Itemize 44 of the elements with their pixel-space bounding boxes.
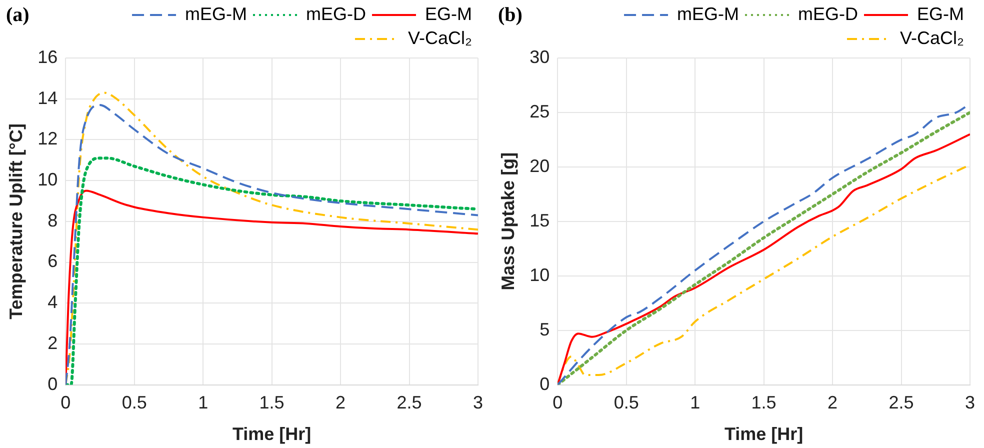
x-tick-label: 2.5 (396, 392, 422, 413)
y-tick-label: 25 (530, 101, 550, 122)
x-tick-label: 2 (828, 392, 838, 413)
x-tick-label: 3 (472, 392, 484, 413)
x-tick-label: 2 (336, 392, 346, 413)
x-axis-title: Time [Hr] (232, 424, 312, 444)
y-axis-title: Temperature Uplift [°C] (6, 123, 26, 320)
x-tick-label: 2.5 (888, 392, 914, 413)
x-tick-label: 1.5 (751, 392, 776, 413)
legend-label: mEG-D (306, 4, 366, 24)
y-tick-label: 12 (38, 128, 58, 149)
chart-title: (b) (498, 4, 522, 27)
y-tick-label: 30 (530, 46, 550, 67)
x-axis-title: Time [Hr] (724, 424, 804, 444)
y-tick-label: 10 (38, 170, 58, 190)
y-tick-label: 15 (530, 210, 550, 230)
y-tick-label: 5 (540, 319, 550, 340)
y-tick-label: 10 (530, 264, 550, 285)
y-tick-label: 14 (38, 88, 58, 108)
legend-label: V-CaCl₂ (408, 28, 472, 48)
x-tick-label: 0 (552, 392, 563, 413)
x-tick-label: 1 (690, 392, 700, 413)
legend-label: EG-M (917, 4, 964, 24)
x-tick-label: 1 (198, 392, 208, 413)
legend-label: mEG-M (185, 4, 248, 24)
y-tick-label: 20 (530, 156, 550, 176)
y-tick-label: 0 (540, 374, 550, 394)
legend-label: V-CaCl₂ (900, 28, 964, 48)
y-tick-label: 8 (48, 210, 58, 230)
y-tick-label: 2 (48, 332, 58, 353)
y-tick-label: 6 (48, 251, 58, 272)
chart-title: (a) (6, 4, 30, 27)
y-tick-label: 4 (48, 292, 58, 312)
x-tick-label: 0.5 (122, 392, 147, 413)
legend-label: EG-M (425, 4, 472, 24)
legend-label: mEG-M (677, 4, 740, 24)
x-tick-label: 3 (964, 392, 976, 413)
y-tick-label: 0 (48, 374, 58, 394)
x-tick-label: 0 (60, 392, 71, 413)
y-axis-title: Mass Uptake [g] (498, 152, 518, 290)
x-tick-label: 1.5 (259, 392, 284, 413)
y-tick-label: 16 (38, 46, 58, 67)
legend-label: mEG-D (798, 4, 858, 24)
x-tick-label: 0.5 (614, 392, 639, 413)
